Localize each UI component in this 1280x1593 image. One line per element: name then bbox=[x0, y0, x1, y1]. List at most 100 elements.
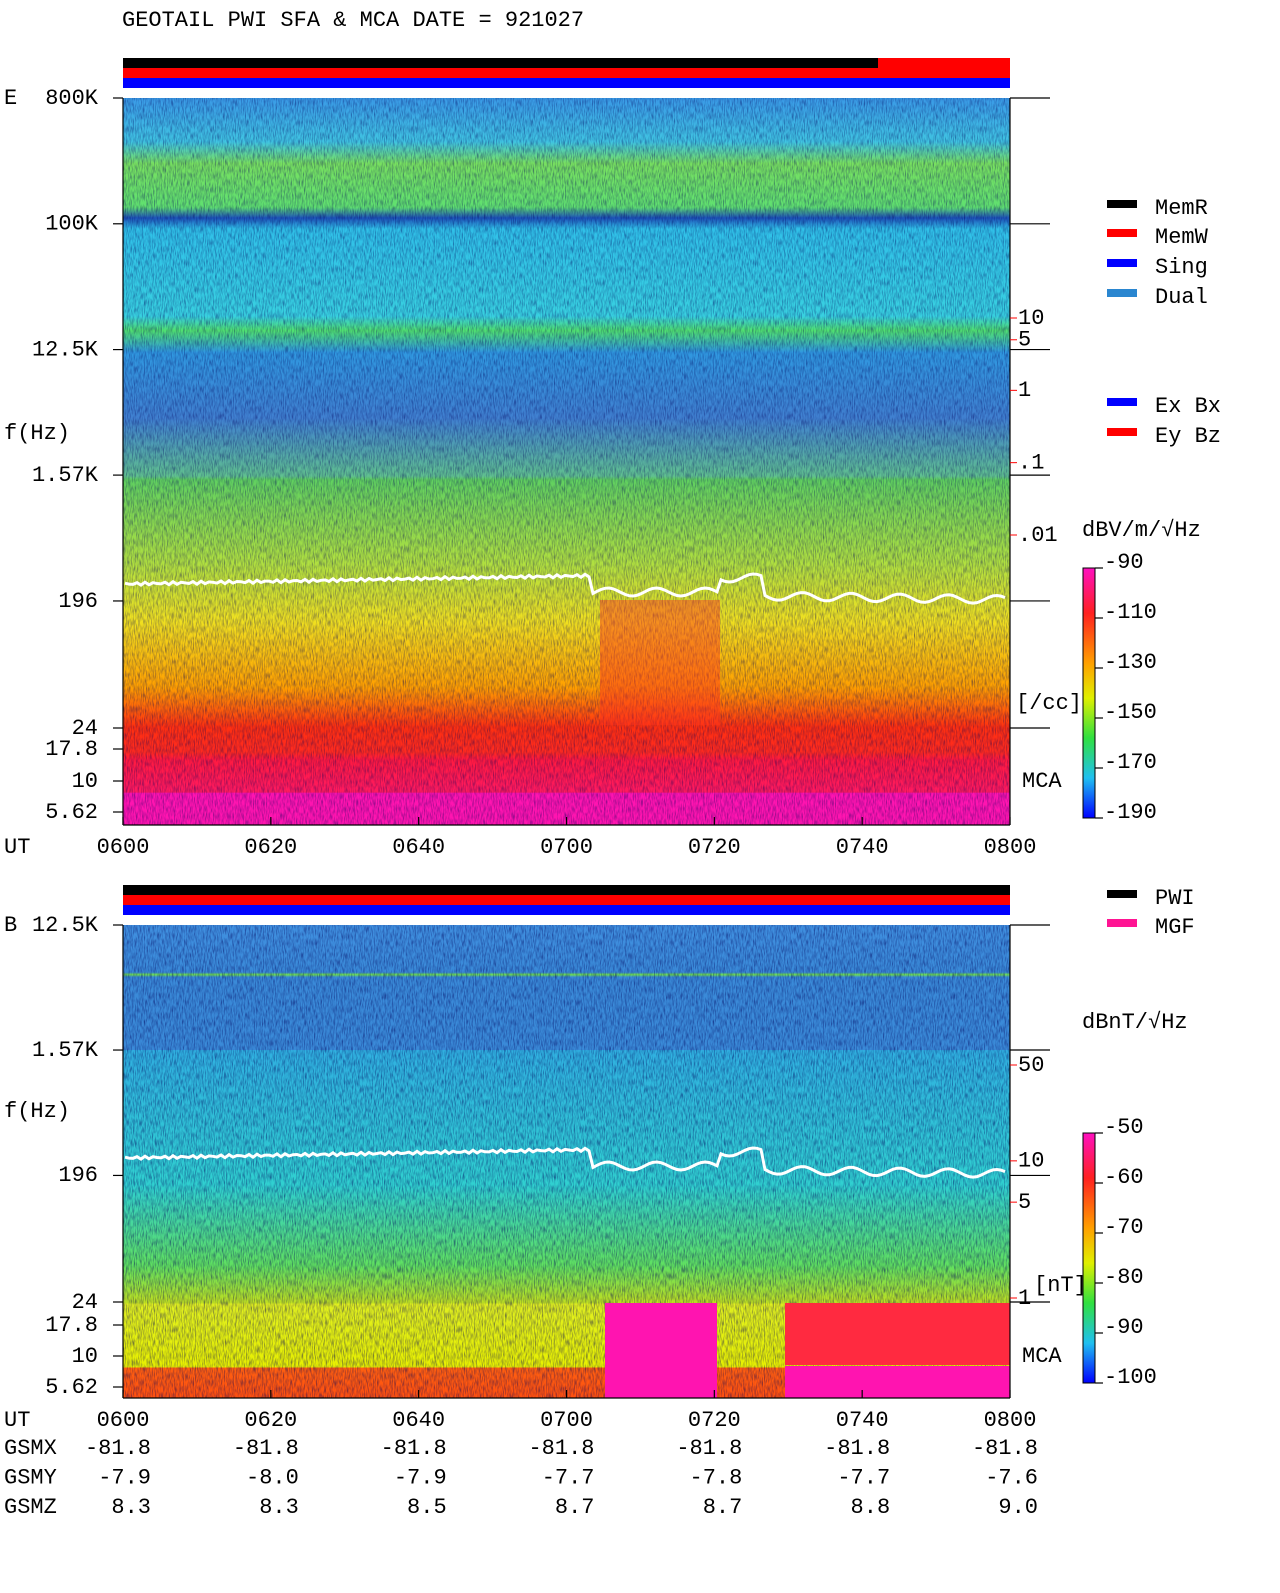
orbit-value: -8.0 bbox=[246, 1465, 299, 1490]
colorbar-tick-label: -100 bbox=[1104, 1365, 1157, 1390]
x-axis-label: UT bbox=[4, 835, 30, 860]
y-tick-label: 10 bbox=[72, 769, 98, 794]
orbit-value: 8.7 bbox=[555, 1495, 595, 1520]
legend-label: MemW bbox=[1155, 225, 1209, 250]
x-tick-label: 0620 bbox=[244, 1408, 297, 1433]
scale-label: 5 bbox=[1018, 1190, 1031, 1215]
plasma-line bbox=[124, 1146, 1006, 1179]
legend-swatch bbox=[1107, 428, 1137, 436]
scale-label: .1 bbox=[1018, 450, 1044, 475]
colorbar-title: dBnT/√Hz bbox=[1082, 1010, 1188, 1035]
status-bar bbox=[123, 78, 1010, 88]
legend-label: PWI bbox=[1155, 886, 1195, 911]
panel-label: B bbox=[4, 913, 17, 938]
orbit-value: -7.7 bbox=[542, 1465, 595, 1490]
colorbar-tick-label: -170 bbox=[1104, 750, 1157, 775]
y-tick-label: 1.57K bbox=[32, 463, 99, 488]
y-tick-label: 24 bbox=[72, 716, 98, 741]
mgf-patch bbox=[605, 1303, 717, 1398]
title: GEOTAIL PWI SFA & MCA DATE = 921027 bbox=[122, 8, 584, 33]
panel-label: E bbox=[4, 86, 17, 111]
y-tick-label: 1.57K bbox=[32, 1038, 99, 1063]
status-bar bbox=[123, 68, 1010, 78]
y-tick-label: 5.62 bbox=[45, 1375, 98, 1400]
colorbar-tick-label: -50 bbox=[1104, 1115, 1144, 1140]
y-tick-label: 24 bbox=[72, 1290, 98, 1315]
scale-unit: [nT] bbox=[1034, 1273, 1087, 1298]
colorbar bbox=[1082, 567, 1096, 819]
y-axis-label: f(Hz) bbox=[4, 421, 70, 446]
orbit-value: -7.9 bbox=[98, 1465, 151, 1490]
mca-label: MCA bbox=[1022, 769, 1062, 794]
scale-unit: [/cc] bbox=[1016, 691, 1082, 716]
texture bbox=[123, 98, 1010, 825]
scale-label: 10 bbox=[1018, 306, 1044, 331]
colorbar-tick-label: -60 bbox=[1104, 1165, 1144, 1190]
x-tick-label: 0640 bbox=[392, 1408, 445, 1433]
y-tick-label: 12.5K bbox=[32, 913, 99, 938]
orbit-value: -7.7 bbox=[837, 1465, 890, 1490]
y-tick-label: 196 bbox=[58, 589, 98, 614]
x-tick-label: 0800 bbox=[984, 835, 1037, 860]
x-tick-label: 0700 bbox=[540, 835, 593, 860]
orbit-value: -7.8 bbox=[690, 1465, 743, 1490]
y-axis-label: f(Hz) bbox=[4, 1099, 70, 1124]
y-tick-label: 196 bbox=[58, 1163, 98, 1188]
status-bar bbox=[123, 885, 1010, 895]
orbit-value: 8.5 bbox=[407, 1495, 447, 1520]
legend-swatch bbox=[1107, 890, 1137, 898]
colorbar-tick-label: -150 bbox=[1104, 700, 1157, 725]
y-tick-label: 5.62 bbox=[45, 800, 98, 825]
x-tick-label: 0600 bbox=[97, 1408, 150, 1433]
mgf-patch bbox=[785, 1366, 1010, 1398]
scale-label: 10 bbox=[1018, 1149, 1044, 1174]
x-tick-label: 0620 bbox=[244, 835, 297, 860]
orbit-value: 8.3 bbox=[259, 1495, 299, 1520]
mca-label: MCA bbox=[1022, 1344, 1062, 1369]
colorbar-tick-label: -70 bbox=[1104, 1215, 1144, 1240]
burst bbox=[600, 600, 720, 725]
scale-label: 5 bbox=[1018, 328, 1031, 353]
legend-label: Ey Bz bbox=[1155, 424, 1221, 449]
orbit-value: 8.8 bbox=[851, 1495, 891, 1520]
orbit-value: -81.8 bbox=[972, 1436, 1038, 1461]
status-bar bbox=[123, 58, 1010, 68]
x-tick-label: 0640 bbox=[392, 835, 445, 860]
status-bar bbox=[878, 58, 1010, 68]
y-tick-label: 12.5K bbox=[32, 337, 99, 362]
x-tick-label: 0600 bbox=[97, 835, 150, 860]
legend-swatch bbox=[1107, 919, 1137, 927]
status-bar bbox=[123, 905, 1010, 915]
orbit-value: -81.8 bbox=[233, 1436, 299, 1461]
colorbar-title: dBV/m/√Hz bbox=[1082, 518, 1201, 543]
orbit-label: GSMZ bbox=[4, 1495, 57, 1520]
legend-swatch bbox=[1107, 259, 1137, 267]
x-tick-label: 0740 bbox=[836, 1408, 889, 1433]
orbit-value: -81.8 bbox=[85, 1436, 151, 1461]
orbit-value: -7.9 bbox=[394, 1465, 447, 1490]
colorbar bbox=[1082, 1132, 1096, 1384]
orbit-value: 8.3 bbox=[111, 1495, 151, 1520]
x-tick-label: 0800 bbox=[984, 1408, 1037, 1433]
orbit-value: 9.0 bbox=[998, 1495, 1038, 1520]
plasma-line bbox=[124, 572, 1006, 605]
colorbar-tick-label: -130 bbox=[1104, 650, 1157, 675]
scale-label: 1 bbox=[1018, 1286, 1031, 1311]
orbit-value: -81.8 bbox=[528, 1436, 594, 1461]
orbit-value: -81.8 bbox=[381, 1436, 447, 1461]
x-tick-label: 0700 bbox=[540, 1408, 593, 1433]
orbit-value: -81.8 bbox=[824, 1436, 890, 1461]
legend-label: Sing bbox=[1155, 255, 1208, 280]
orbit-value: 8.7 bbox=[703, 1495, 743, 1520]
scale-label: .01 bbox=[1018, 523, 1058, 548]
y-tick-label: 17.8 bbox=[45, 737, 98, 762]
x-tick-label: 0720 bbox=[688, 835, 741, 860]
y-tick-label: 800K bbox=[45, 86, 99, 111]
y-tick-label: 100K bbox=[45, 212, 99, 237]
legend-label: Dual bbox=[1155, 285, 1208, 310]
x-axis-label: UT bbox=[4, 1408, 30, 1433]
legend-swatch bbox=[1107, 289, 1137, 297]
legend-swatch bbox=[1107, 200, 1137, 208]
status-bar bbox=[123, 895, 1010, 905]
